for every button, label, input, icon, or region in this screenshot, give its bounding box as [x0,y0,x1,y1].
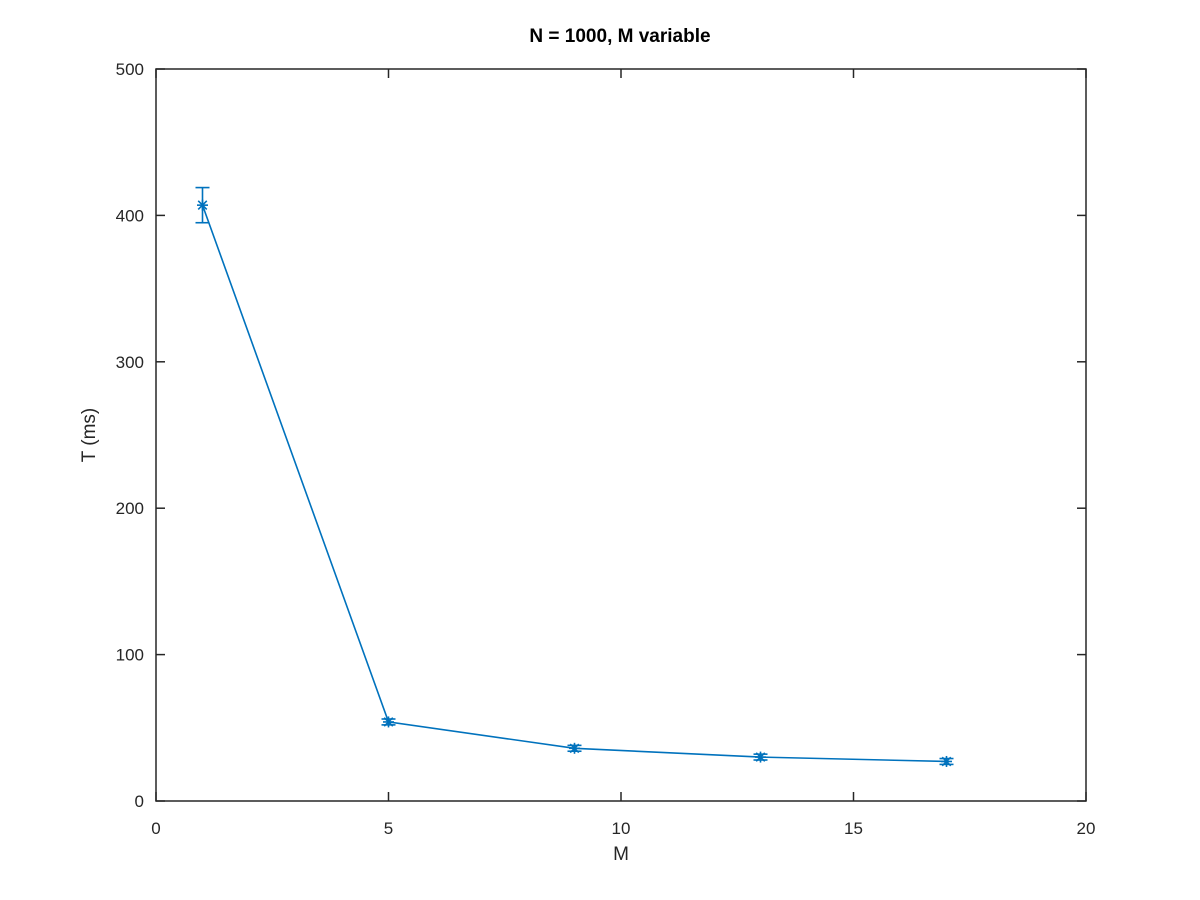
plot-area [156,69,1086,801]
x-tick-label: 20 [1077,819,1096,838]
y-tick-label: 0 [135,792,144,811]
plot-frame [155,68,1087,802]
y-tick-label: 500 [116,60,144,79]
data-point [197,199,208,211]
data-series [195,186,954,767]
data-point [755,751,766,763]
data-point [941,755,952,767]
y-tick-label: 200 [116,499,144,518]
y-tick-label: 100 [116,646,144,665]
x-tick-label: 10 [612,819,631,838]
chart-title: N = 1000, M variable [529,26,710,47]
data-point [383,716,394,728]
x-tick-label: 5 [384,819,393,838]
y-axis-title: T (ms) [79,408,100,463]
data-point [569,742,580,754]
y-tick-label: 300 [116,353,144,372]
x-tick-label: 0 [151,819,160,838]
x-axis-title: M [613,844,629,865]
x-tick-label: 15 [844,819,863,838]
y-tick-label: 400 [116,206,144,225]
